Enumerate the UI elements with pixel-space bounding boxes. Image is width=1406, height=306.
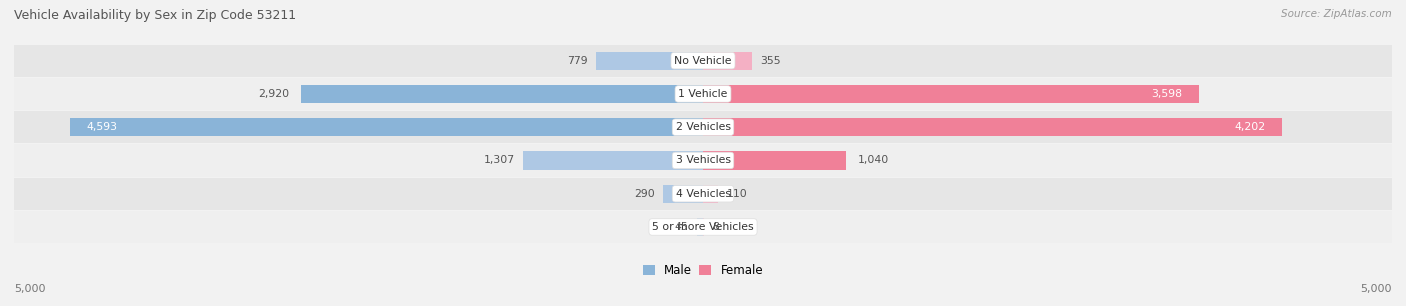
Bar — [697, 218, 703, 236]
Bar — [14, 144, 1392, 177]
Bar — [523, 151, 703, 170]
Text: 3 Vehicles: 3 Vehicles — [675, 155, 731, 166]
Bar — [703, 118, 1282, 136]
Text: 4,202: 4,202 — [1234, 122, 1265, 132]
Bar — [703, 85, 1199, 103]
Text: Source: ZipAtlas.com: Source: ZipAtlas.com — [1281, 9, 1392, 19]
Text: 8: 8 — [713, 222, 720, 232]
Bar — [14, 111, 1392, 143]
Bar — [14, 211, 1392, 243]
Text: 779: 779 — [567, 56, 588, 66]
Text: 2 Vehicles: 2 Vehicles — [675, 122, 731, 132]
Text: 45: 45 — [675, 222, 689, 232]
Text: 5,000: 5,000 — [14, 284, 45, 294]
Bar — [14, 45, 1392, 77]
Bar — [703, 51, 752, 70]
Text: 1 Vehicle: 1 Vehicle — [678, 89, 728, 99]
Text: 290: 290 — [634, 189, 655, 199]
Text: 2,920: 2,920 — [259, 89, 290, 99]
Text: 3,598: 3,598 — [1152, 89, 1182, 99]
Text: 5,000: 5,000 — [1361, 284, 1392, 294]
Text: 1,307: 1,307 — [484, 155, 515, 166]
Legend: Male, Female: Male, Female — [643, 264, 763, 277]
Bar — [664, 185, 703, 203]
Bar — [301, 85, 703, 103]
Text: 4 Vehicles: 4 Vehicles — [675, 189, 731, 199]
Text: 4,593: 4,593 — [87, 122, 118, 132]
Text: 110: 110 — [727, 189, 747, 199]
Text: 355: 355 — [761, 56, 780, 66]
Bar — [14, 78, 1392, 110]
Bar — [596, 51, 703, 70]
Bar — [70, 118, 703, 136]
Bar — [14, 177, 1392, 210]
Text: 1,040: 1,040 — [858, 155, 889, 166]
Text: Vehicle Availability by Sex in Zip Code 53211: Vehicle Availability by Sex in Zip Code … — [14, 9, 297, 22]
Bar — [703, 185, 718, 203]
Text: No Vehicle: No Vehicle — [675, 56, 731, 66]
Text: 5 or more Vehicles: 5 or more Vehicles — [652, 222, 754, 232]
Bar — [703, 151, 846, 170]
